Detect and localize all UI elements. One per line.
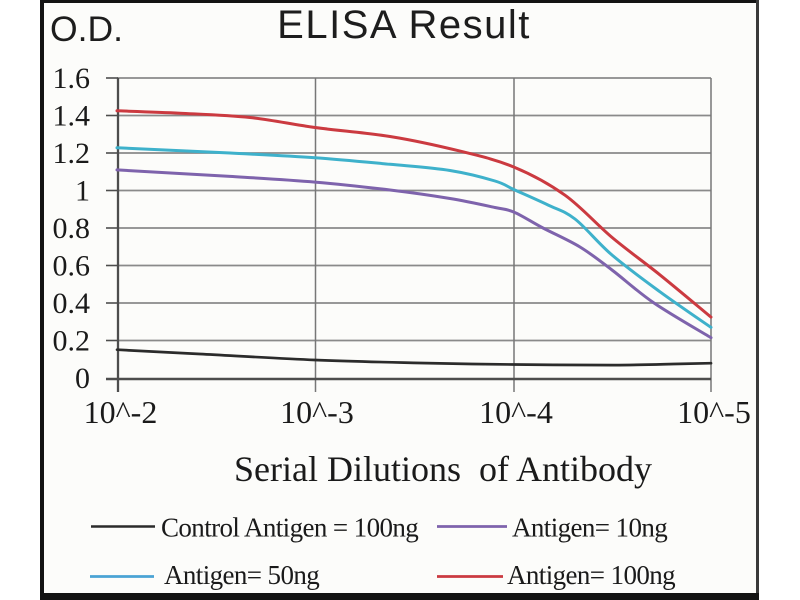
svg-text:0.8: 0.8: [53, 212, 91, 245]
svg-text:1.2: 1.2: [53, 137, 91, 170]
svg-text:Antigen= 10ng: Antigen= 10ng: [512, 513, 667, 543]
svg-text:ELISA Result: ELISA Result: [277, 3, 531, 47]
svg-text:10^-2: 10^-2: [84, 394, 158, 430]
svg-text:Antigen= 100ng: Antigen= 100ng: [507, 560, 675, 590]
svg-text:1: 1: [75, 175, 90, 208]
svg-text:Antigen= 50ng: Antigen= 50ng: [164, 560, 319, 590]
svg-text:10^-5: 10^-5: [677, 394, 751, 430]
svg-text:Serial Dilutions of Antibody: Serial Dilutions of Antibody: [234, 449, 652, 489]
svg-text:1.4: 1.4: [53, 100, 91, 133]
svg-text:O.D.: O.D.: [50, 9, 123, 49]
svg-text:10^-4: 10^-4: [479, 394, 553, 430]
svg-text:0.4: 0.4: [53, 287, 91, 320]
svg-text:10^-3: 10^-3: [280, 394, 354, 430]
svg-text:0.6: 0.6: [53, 250, 91, 283]
svg-text:0.2: 0.2: [53, 325, 91, 358]
svg-text:Control Antigen = 100ng: Control Antigen = 100ng: [161, 513, 418, 543]
svg-text:0: 0: [75, 362, 90, 395]
svg-text:1.6: 1.6: [53, 62, 91, 95]
